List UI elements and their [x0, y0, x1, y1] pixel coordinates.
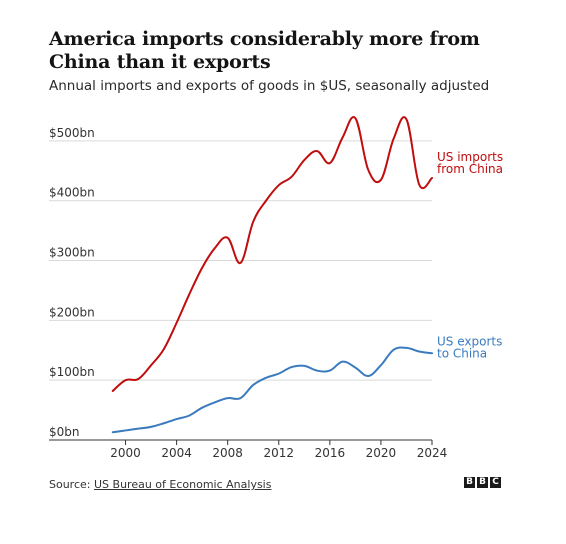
logo-letter: B — [464, 477, 475, 488]
data-point — [392, 348, 394, 350]
series-line-exports — [111, 346, 433, 434]
data-point — [112, 431, 114, 433]
series-label: to China — [437, 346, 487, 360]
data-point — [329, 162, 331, 164]
data-point — [252, 220, 254, 222]
data-point — [290, 366, 292, 368]
data-point — [316, 369, 318, 371]
y-tick-label: $500bn — [49, 126, 95, 140]
data-point — [405, 347, 407, 349]
x-tick-label: 2024 — [417, 446, 448, 460]
series-label: US exports — [437, 334, 502, 348]
data-point — [150, 364, 152, 366]
logo-letter: C — [490, 477, 501, 488]
data-point — [418, 183, 420, 185]
y-tick-label: $200bn — [49, 305, 95, 319]
data-point — [303, 365, 305, 367]
data-point — [175, 322, 177, 324]
data-point — [341, 360, 343, 362]
data-point — [431, 352, 433, 354]
data-point — [367, 168, 369, 170]
chart-subtitle: Annual imports and exports of goods in $… — [49, 78, 490, 94]
y-tick-label: $300bn — [49, 246, 95, 260]
data-point — [431, 177, 433, 179]
chart-title: America imports considerably more from C… — [49, 28, 480, 73]
data-point — [112, 390, 114, 392]
data-point — [163, 422, 165, 424]
data-point — [380, 364, 382, 366]
data-point — [226, 237, 228, 239]
data-point — [226, 397, 228, 399]
data-point — [316, 150, 318, 152]
x-tick-label: 2000 — [110, 446, 141, 460]
series-label: US imports — [437, 150, 503, 164]
x-tick-label: 2012 — [263, 446, 294, 460]
series-label: from China — [437, 162, 503, 176]
x-tick-label: 2008 — [212, 446, 243, 460]
x-tick-label: 2016 — [315, 446, 346, 460]
data-point — [354, 117, 356, 119]
data-point — [124, 379, 126, 381]
bbc-logo: B B C — [464, 477, 501, 488]
source-label: Source: — [49, 478, 91, 491]
data-point — [252, 384, 254, 386]
data-point — [201, 267, 203, 269]
source-note: Source: US Bureau of Economic Analysis — [49, 478, 271, 491]
data-point — [239, 397, 241, 399]
x-axis-ticks: 2000 2004 2008 2012 2016 2020 2024 — [110, 440, 447, 460]
y-tick-label: $100bn — [49, 365, 95, 379]
data-point — [367, 375, 369, 377]
series-line-imports — [111, 116, 433, 392]
data-point — [150, 426, 152, 428]
data-point — [214, 247, 216, 249]
data-point — [137, 427, 139, 429]
data-point — [124, 429, 126, 431]
data-point — [341, 136, 343, 138]
data-point — [405, 118, 407, 120]
data-point — [418, 350, 420, 352]
data-point — [175, 418, 177, 420]
data-point — [329, 369, 331, 371]
data-point — [278, 372, 280, 374]
y-tick-label: $0bn — [49, 425, 80, 439]
series-lines — [111, 116, 433, 434]
data-point — [201, 407, 203, 409]
data-point — [137, 378, 139, 380]
logo-letter: B — [477, 477, 488, 488]
data-point — [290, 176, 292, 178]
data-point — [265, 377, 267, 379]
data-point — [265, 200, 267, 202]
source-link[interactable]: US Bureau of Economic Analysis — [94, 478, 272, 491]
y-tick-label: $400bn — [49, 186, 95, 200]
data-point — [163, 348, 165, 350]
data-point — [392, 137, 394, 139]
data-point — [380, 179, 382, 181]
data-point — [188, 414, 190, 416]
y-axis-ticks: $0bn $100bn $200bn $300bn $400bn $500bn — [49, 126, 95, 439]
data-point — [354, 366, 356, 368]
data-point — [303, 159, 305, 161]
data-point — [188, 293, 190, 295]
data-point — [239, 262, 241, 264]
x-tick-label: 2020 — [366, 446, 397, 460]
grid-lines — [49, 140, 432, 441]
data-point — [214, 401, 216, 403]
x-tick-label: 2004 — [161, 446, 192, 460]
data-point — [278, 184, 280, 186]
